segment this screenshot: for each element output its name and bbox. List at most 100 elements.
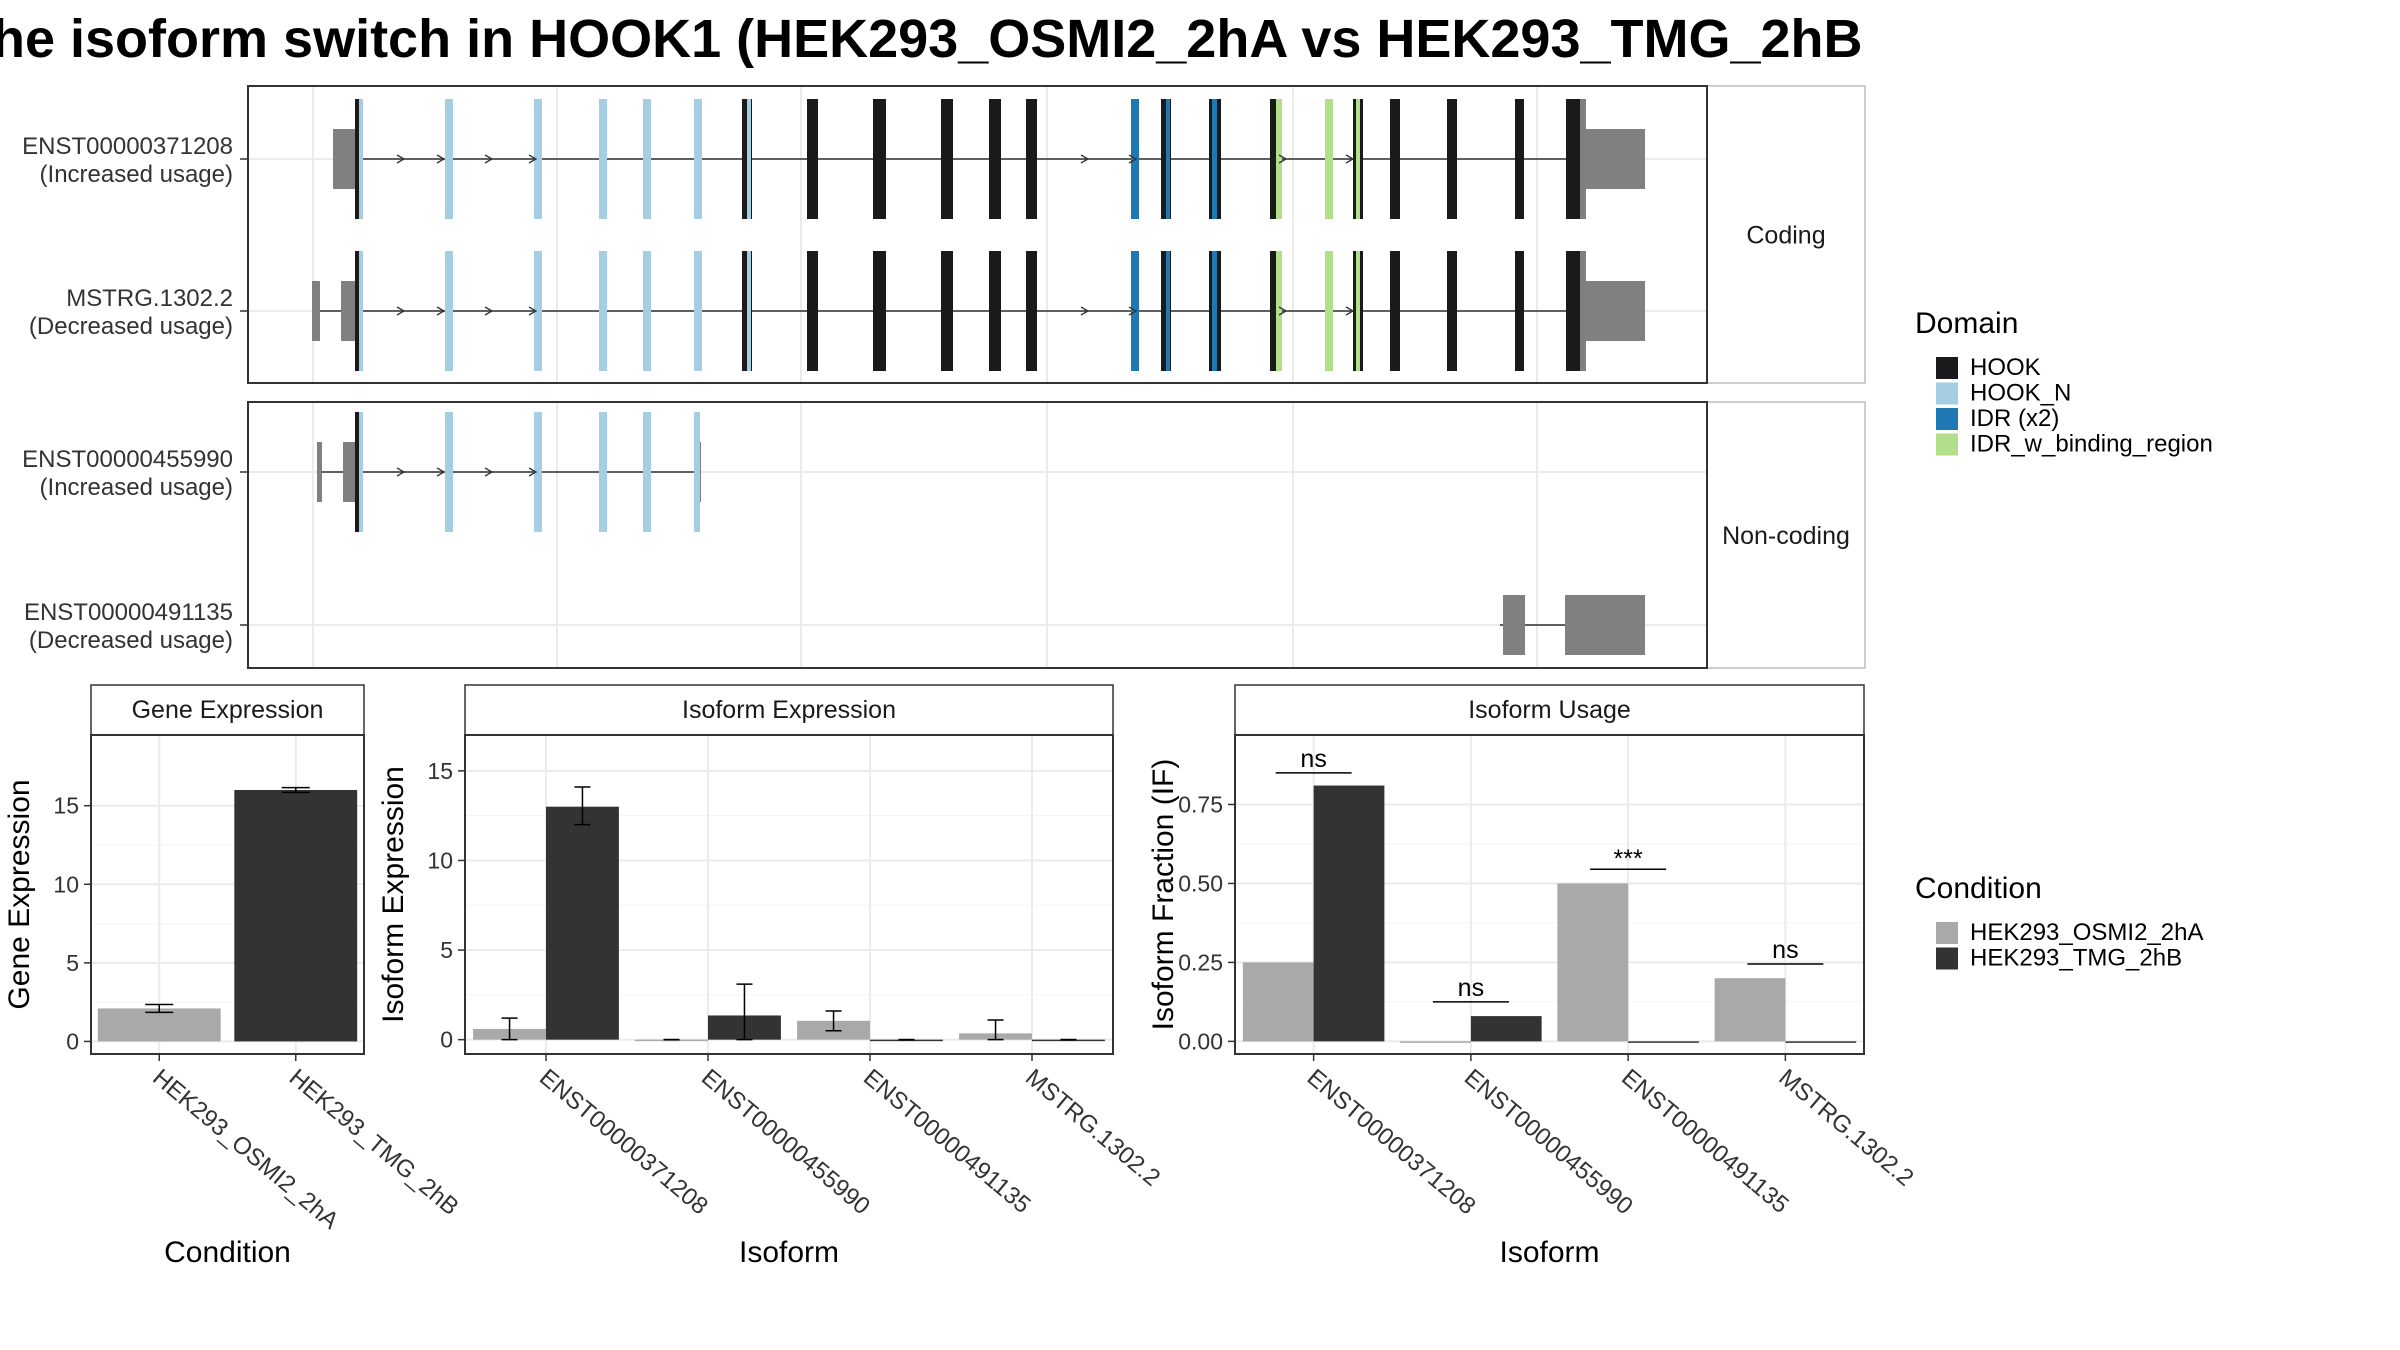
x-axis-title: Condition	[164, 1236, 291, 1269]
strand-arrow	[1345, 154, 1355, 164]
exon-hook-n	[643, 99, 651, 219]
bar	[1628, 1041, 1699, 1043]
bar	[234, 790, 358, 1042]
y-axis-title: Isoform Expression	[377, 766, 410, 1023]
exon-hook-n	[643, 251, 651, 371]
exon-hook	[355, 412, 361, 532]
transcript-usage-label: (Increased usage)	[40, 474, 233, 501]
strand-arrow	[528, 467, 538, 477]
exon-utr	[1580, 251, 1586, 371]
condition-legend-key	[1936, 922, 1958, 944]
domain-legend-label: IDR (x2)	[1970, 405, 2059, 432]
exon-hook	[1566, 99, 1580, 219]
x-tick-label: MSTRG.1302.2	[1020, 1064, 1165, 1192]
exon-idr-x2-	[1212, 99, 1217, 219]
y-tick-label: 15	[427, 758, 453, 784]
strand-arrow	[528, 154, 538, 164]
exon-hook-n	[643, 412, 651, 532]
exon-hook	[873, 99, 886, 219]
facet-strip-label: Non-coding	[1722, 522, 1850, 550]
chart-strip	[464, 684, 1114, 736]
transcript-name-label: ENST00000455990	[22, 446, 233, 473]
strand-arrow	[1278, 306, 1288, 316]
exon-hook	[1447, 251, 1457, 371]
exon-idr-w-binding-region	[1276, 251, 1282, 371]
y-tick-label: 5	[66, 950, 79, 976]
exon-hook	[1447, 99, 1457, 219]
transcript-name-label: ENST00000371208	[22, 133, 233, 160]
strand-arrow	[484, 306, 494, 316]
exon-hook-n	[694, 251, 702, 371]
y-tick-label: 0.75	[1178, 791, 1223, 817]
exon-idr-w-binding-region	[1325, 251, 1333, 371]
bar	[1400, 1041, 1471, 1043]
utr-block	[317, 442, 322, 502]
exon-hook	[1270, 251, 1280, 371]
exon-idr-x2-	[1166, 251, 1170, 371]
transcript-usage-label: (Increased usage)	[40, 161, 233, 188]
x-tick-label: ENST00000371208	[1302, 1064, 1481, 1220]
exon-hook-n	[359, 99, 363, 219]
exon-hook-n	[599, 99, 607, 219]
strand-arrow	[436, 467, 446, 477]
transcript-name-label: MSTRG.1302.2	[66, 285, 233, 312]
significance-label: ***	[1614, 845, 1643, 873]
exon-hook-n	[534, 99, 542, 219]
bar	[1242, 962, 1314, 1042]
transcript-usage-label: (Decreased usage)	[29, 627, 233, 654]
y-tick-label: 10	[53, 871, 79, 897]
y-axis-title: Gene Expression	[3, 779, 36, 1009]
exon-hook-n	[445, 99, 453, 219]
isoform-structure-panel: CodingNon-codingENST00000371208(Increase…	[22, 85, 1866, 669]
exon-hook-n	[747, 99, 751, 219]
condition-legend-key	[1936, 947, 1958, 970]
exon-hook	[989, 99, 1001, 219]
facet-strip-label: Coding	[1746, 222, 1825, 250]
chart-1: Isoform Expression051015ENST00000371208E…	[377, 684, 1165, 1269]
exon-hook	[1390, 251, 1400, 371]
chart-strip	[90, 684, 365, 736]
panel-border	[1234, 734, 1865, 1055]
significance-label: ns	[1458, 974, 1484, 1002]
x-tick-label: ENST00000455990	[1459, 1064, 1638, 1220]
utr-block	[1585, 281, 1645, 341]
exon-hook	[941, 251, 953, 371]
strand-arrow	[436, 154, 446, 164]
strand-arrow	[1128, 306, 1138, 316]
bar-charts: Gene Expression051015HEK293_OSMI2_2hAHEK…	[3, 684, 1919, 1269]
domain-legend-label: IDR_w_binding_region	[1970, 431, 2213, 458]
exon-hook	[1515, 251, 1524, 371]
domain-legend-key	[1936, 433, 1958, 456]
exon-hook	[873, 251, 886, 371]
exon-hook	[989, 251, 1001, 371]
y-tick-label: 0.25	[1178, 949, 1223, 975]
strand-arrow	[1345, 306, 1355, 316]
exon-hook	[1515, 99, 1524, 219]
exon-hook-n	[599, 251, 607, 371]
facet-strip	[1706, 401, 1866, 669]
utr-block	[343, 442, 355, 502]
exon-hook	[1390, 99, 1400, 219]
strand-arrow	[1128, 154, 1138, 164]
utr-block	[1565, 595, 1645, 655]
strand-arrow	[1080, 154, 1090, 164]
chart-strip-title: Gene Expression	[132, 696, 324, 724]
x-axis-title: Isoform	[739, 1236, 839, 1269]
exon-hook	[1026, 99, 1037, 219]
x-tick-label: ENST00000491135	[858, 1064, 1036, 1219]
y-tick-label: 0	[440, 1027, 453, 1053]
exon-idr-x2-	[1166, 99, 1170, 219]
strand-arrow	[528, 306, 538, 316]
y-tick-label: 0.00	[1178, 1028, 1223, 1054]
utr-block	[333, 129, 355, 189]
x-tick-label: ENST00000371208	[534, 1064, 713, 1220]
structure-facet-background	[248, 86, 1707, 383]
significance-label: ns	[1300, 745, 1326, 773]
x-tick-label: MSTRG.1302.2	[1774, 1064, 1919, 1192]
exon-idr-w-binding-region	[1325, 99, 1333, 219]
bar	[1557, 883, 1629, 1042]
exon-hook	[807, 99, 818, 219]
y-tick-label: 5	[440, 937, 453, 963]
